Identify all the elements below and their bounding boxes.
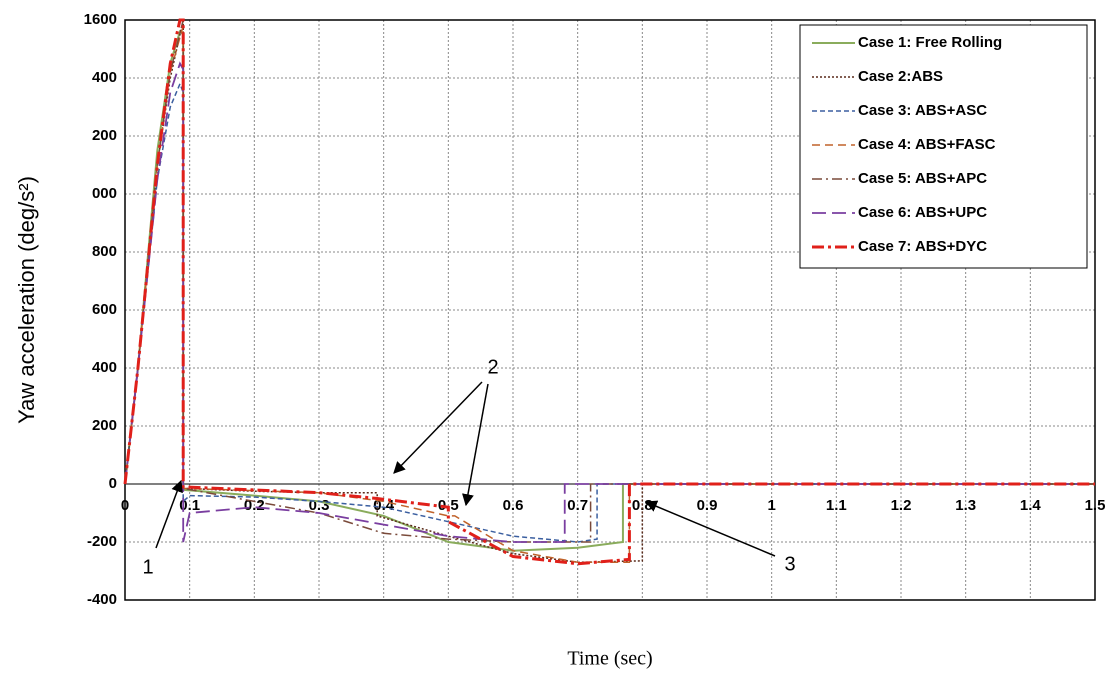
legend-label: Case 2:ABS [858,68,943,85]
plot-border [124,19,1096,601]
x-tick-label: 0.7 [567,497,588,514]
x-tick-label: 0.2 [244,497,265,514]
legend-label: Case 4: ABS+FASC [858,136,996,153]
x-axis-title: Time (sec) [567,648,652,670]
legend-label: Case 7: ABS+DYC [858,238,987,255]
legend: Case 1: Free Rolling Case 2:ABS Case 3: AB… [799,24,1088,269]
y-tick-label: 800 [92,243,117,260]
arrow [393,381,483,474]
x-tick-label: 0.6 [503,497,524,514]
annotation: 3 [784,553,795,575]
y-axis-title: Yaw acceleration (deg/s²) [14,176,39,424]
x-tick-label: 0.9 [697,497,718,514]
y-tick-label: 400 [92,69,117,86]
y-tick-label: 600 [92,301,117,318]
x-tick-label: 1.4 [1020,497,1042,514]
legend-label: Case 5: ABS+APC [858,170,987,187]
x-tick-label: 1.2 [891,497,912,514]
legend-label: Case 1: Free Rolling [858,34,1002,51]
x-tick-label: 1.3 [955,497,976,514]
legend-label: Case 3: ABS+ASC [858,102,987,119]
series-line [123,18,1095,566]
annotations: 1 2 3 [142,356,795,578]
y-tick-label: 400 [92,359,117,376]
y-tick-label: 200 [92,127,117,144]
y-tick-label: 0 [109,475,117,492]
legend-box [799,24,1088,269]
y-tick-label: 1600 [84,11,117,28]
x-tick-label: 1.1 [826,497,847,514]
arrow [462,383,489,507]
series-line [124,61,1095,543]
y-tick-label: 200 [92,417,117,434]
arrow [155,479,183,549]
legend-label: Case 6: ABS+UPC [858,204,987,221]
x-tick-label: 0.5 [438,497,459,514]
y-tick-label: -200 [87,533,117,550]
annotation: 1 [142,556,153,578]
y-tick-label: -400 [87,591,117,608]
arrow [644,500,776,557]
annotation: 2 [487,356,498,378]
y-tick-label: 000 [92,185,117,202]
series-line [124,81,1095,543]
x-tick-label: 1 [767,497,775,514]
